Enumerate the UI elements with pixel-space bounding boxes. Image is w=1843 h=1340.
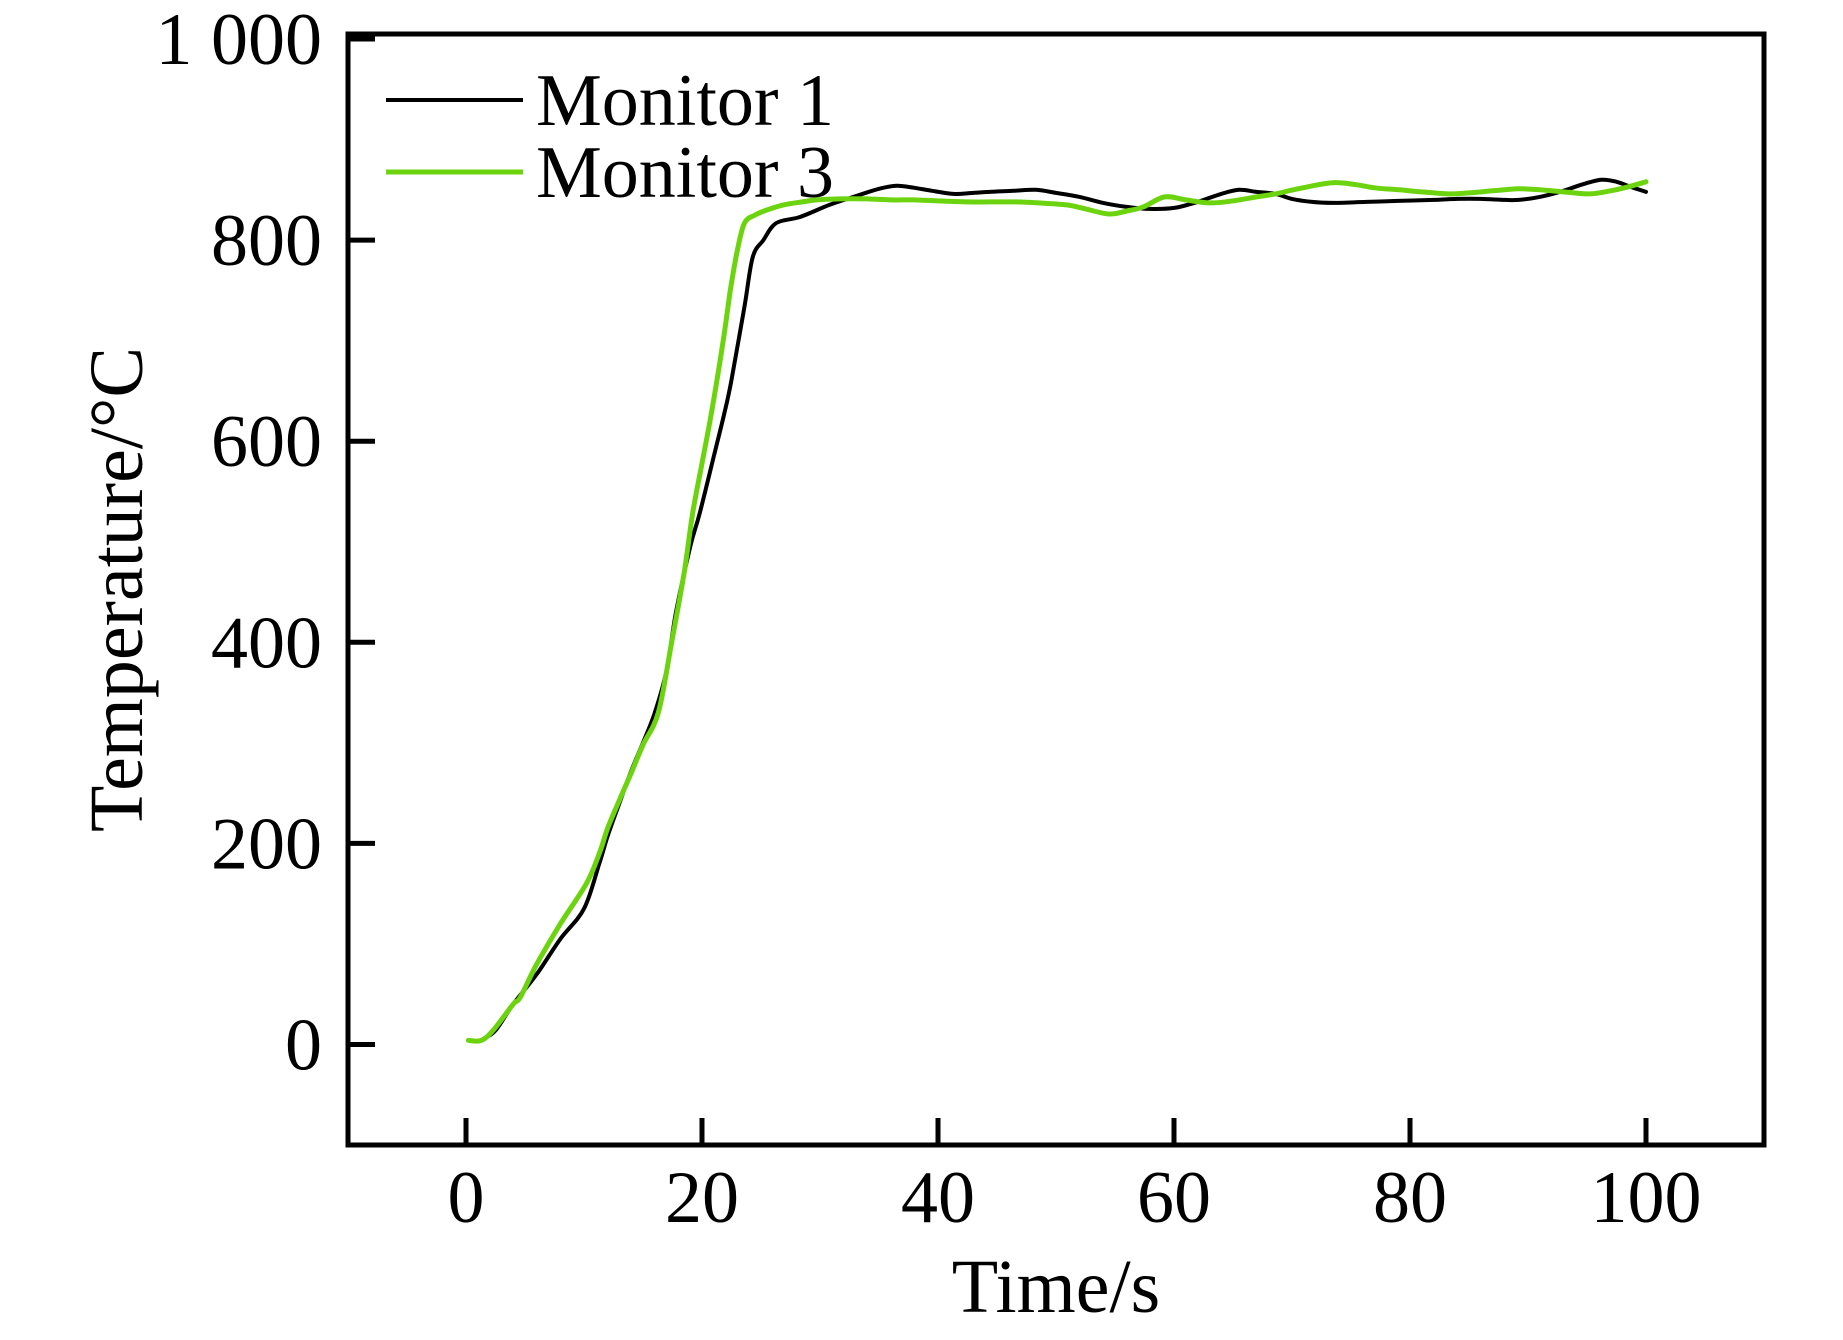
- x-tick-label: 40: [901, 1157, 975, 1239]
- y-tick-label: 200: [211, 803, 322, 885]
- legend-label-monitor-3: Monitor 3: [536, 132, 834, 214]
- plot-frame: [345, 31, 1767, 1148]
- x-tick-label: 80: [1373, 1157, 1447, 1239]
- x-axis-title: Time/s: [952, 1245, 1160, 1329]
- series-line-monitor-1: [480, 177, 1648, 1042]
- legend-label-monitor-1: Monitor 1: [536, 60, 834, 142]
- axis-titles: Time/s Temperature/°C: [75, 347, 1160, 1329]
- plot-border: [345, 31, 1767, 1148]
- series-lines: [465, 177, 1649, 1044]
- x-tick-label: 0: [448, 1157, 485, 1239]
- y-tick-label: 400: [211, 602, 322, 684]
- x-tick-label: 20: [665, 1157, 739, 1239]
- series-line-monitor-3: [465, 179, 1649, 1044]
- y-tick-label: 800: [211, 200, 322, 282]
- axis-ticks: [348, 36, 1649, 1145]
- y-tick-label: 0: [285, 1004, 322, 1086]
- y-axis-title: Temperature/°C: [75, 347, 159, 832]
- x-tick-label: 100: [1591, 1157, 1702, 1239]
- y-tick-label: 600: [211, 401, 322, 483]
- y-tick-label: 1 000: [156, 0, 323, 81]
- x-tick-label: 60: [1137, 1157, 1211, 1239]
